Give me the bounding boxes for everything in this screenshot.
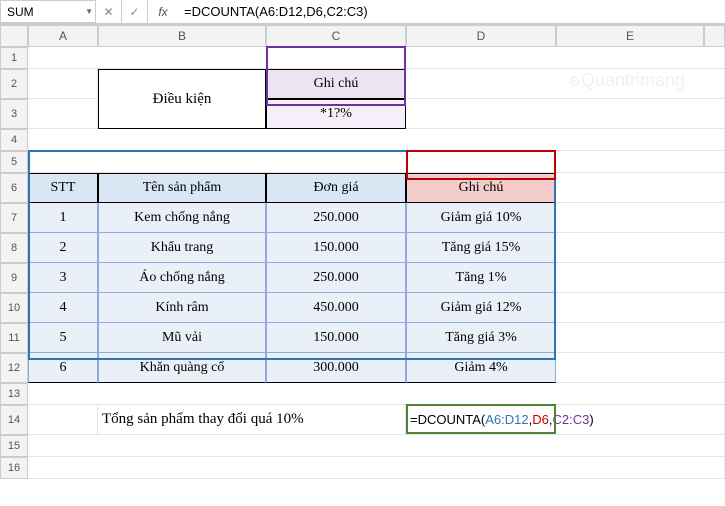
table-row[interactable]: Áo chống nắng bbox=[98, 263, 266, 293]
table-row[interactable]: Giảm giá 12% bbox=[406, 293, 556, 323]
col-header-A[interactable]: A bbox=[28, 25, 98, 47]
row-header-14[interactable]: 14 bbox=[0, 405, 28, 435]
table-row[interactable]: Kem chống nắng bbox=[98, 203, 266, 233]
row-header-4[interactable]: 4 bbox=[0, 129, 28, 151]
table-row[interactable]: Khăn quàng cổ bbox=[98, 353, 266, 383]
table-row[interactable]: 250.000 bbox=[266, 203, 406, 233]
table-row[interactable]: 4 bbox=[28, 293, 98, 323]
cell-range-row1[interactable] bbox=[28, 47, 725, 69]
row-header-16[interactable]: 16 bbox=[0, 457, 28, 479]
select-all-corner[interactable] bbox=[0, 25, 28, 47]
row-header-3[interactable]: 3 bbox=[0, 99, 28, 129]
table-row[interactable]: 300.000 bbox=[266, 353, 406, 383]
row-header-7[interactable]: 7 bbox=[0, 203, 28, 233]
row-header-2[interactable]: 2 bbox=[0, 69, 28, 99]
row-header-9[interactable]: 9 bbox=[0, 263, 28, 293]
formula-cell-D14[interactable]: =DCOUNTA(A6:D12,D6,C2:C3) bbox=[406, 405, 725, 435]
spreadsheet-grid[interactable]: A B C D E 1 2 3 4 5 6 7 8 9 10 11 12 13 … bbox=[0, 24, 725, 479]
table-row[interactable]: Giảm giá 10% bbox=[406, 203, 556, 233]
name-box[interactable]: SUM ▼ bbox=[0, 0, 96, 23]
row-header-1[interactable]: 1 bbox=[0, 47, 28, 69]
table-row[interactable]: Kính râm bbox=[98, 293, 266, 323]
confirm-icon[interactable]: ✓ bbox=[122, 0, 148, 23]
col-header-C[interactable]: C bbox=[266, 25, 406, 47]
table-row[interactable]: Mũ vải bbox=[98, 323, 266, 353]
row-header-12[interactable]: 12 bbox=[0, 353, 28, 383]
table-row[interactable]: 6 bbox=[28, 353, 98, 383]
table-row[interactable]: Tăng 1% bbox=[406, 263, 556, 293]
name-box-dropdown-icon[interactable]: ▼ bbox=[85, 7, 93, 16]
col-header-E[interactable]: E bbox=[556, 25, 704, 47]
criteria-value[interactable]: *1?% bbox=[266, 99, 406, 129]
col-header-blank bbox=[704, 25, 725, 47]
name-box-text: SUM bbox=[7, 5, 34, 19]
row-header-13[interactable]: 13 bbox=[0, 383, 28, 405]
fx-icon[interactable]: fx bbox=[148, 0, 178, 23]
table-row[interactable]: Giảm 4% bbox=[406, 353, 556, 383]
table-row[interactable]: 250.000 bbox=[266, 263, 406, 293]
row-header-11[interactable]: 11 bbox=[0, 323, 28, 353]
table-row[interactable]: 150.000 bbox=[266, 323, 406, 353]
tbl-head-note[interactable]: Ghi chú bbox=[406, 173, 556, 203]
summary-label[interactable]: Tổng sản phẩm thay đổi quá 10% bbox=[98, 405, 406, 435]
table-row[interactable]: 5 bbox=[28, 323, 98, 353]
table-row[interactable]: 450.000 bbox=[266, 293, 406, 323]
criteria-header[interactable]: Ghi chú bbox=[266, 69, 406, 99]
formula-prefix: =DCOUNTA( bbox=[184, 4, 259, 19]
table-row[interactable]: 150.000 bbox=[266, 233, 406, 263]
table-row[interactable]: Tăng giá 3% bbox=[406, 323, 556, 353]
table-row[interactable]: 2 bbox=[28, 233, 98, 263]
watermark: ⚙Quantrimang bbox=[568, 70, 685, 91]
table-row[interactable]: 3 bbox=[28, 263, 98, 293]
row-header-8[interactable]: 8 bbox=[0, 233, 28, 263]
row-header-6[interactable]: 6 bbox=[0, 173, 28, 203]
col-header-D[interactable]: D bbox=[406, 25, 556, 47]
row-header-15[interactable]: 15 bbox=[0, 435, 28, 457]
tbl-head-product[interactable]: Tên sản phẩm bbox=[98, 173, 266, 203]
table-row[interactable]: 1 bbox=[28, 203, 98, 233]
formula-bar-row: SUM ▼ ✕ ✓ fx =DCOUNTA(A6:D12,D6,C2:C3) bbox=[0, 0, 725, 24]
row-header-10[interactable]: 10 bbox=[0, 293, 28, 323]
row-header-5[interactable]: 5 bbox=[0, 151, 28, 173]
formula-arg3: C2:C3 bbox=[326, 4, 363, 19]
formula-arg1: A6:D12 bbox=[259, 4, 302, 19]
tbl-head-price[interactable]: Đơn giá bbox=[266, 173, 406, 203]
formula-suffix: ) bbox=[363, 4, 367, 19]
formula-arg2: D6 bbox=[306, 4, 323, 19]
table-row[interactable]: Khẩu trang bbox=[98, 233, 266, 263]
formula-bar-input[interactable]: =DCOUNTA(A6:D12,D6,C2:C3) bbox=[178, 0, 725, 23]
criteria-label[interactable]: Điều kiện bbox=[98, 69, 266, 129]
cancel-icon[interactable]: ✕ bbox=[96, 0, 122, 23]
tbl-head-stt[interactable]: STT bbox=[28, 173, 98, 203]
col-header-B[interactable]: B bbox=[98, 25, 266, 47]
table-row[interactable]: Tăng giá 15% bbox=[406, 233, 556, 263]
